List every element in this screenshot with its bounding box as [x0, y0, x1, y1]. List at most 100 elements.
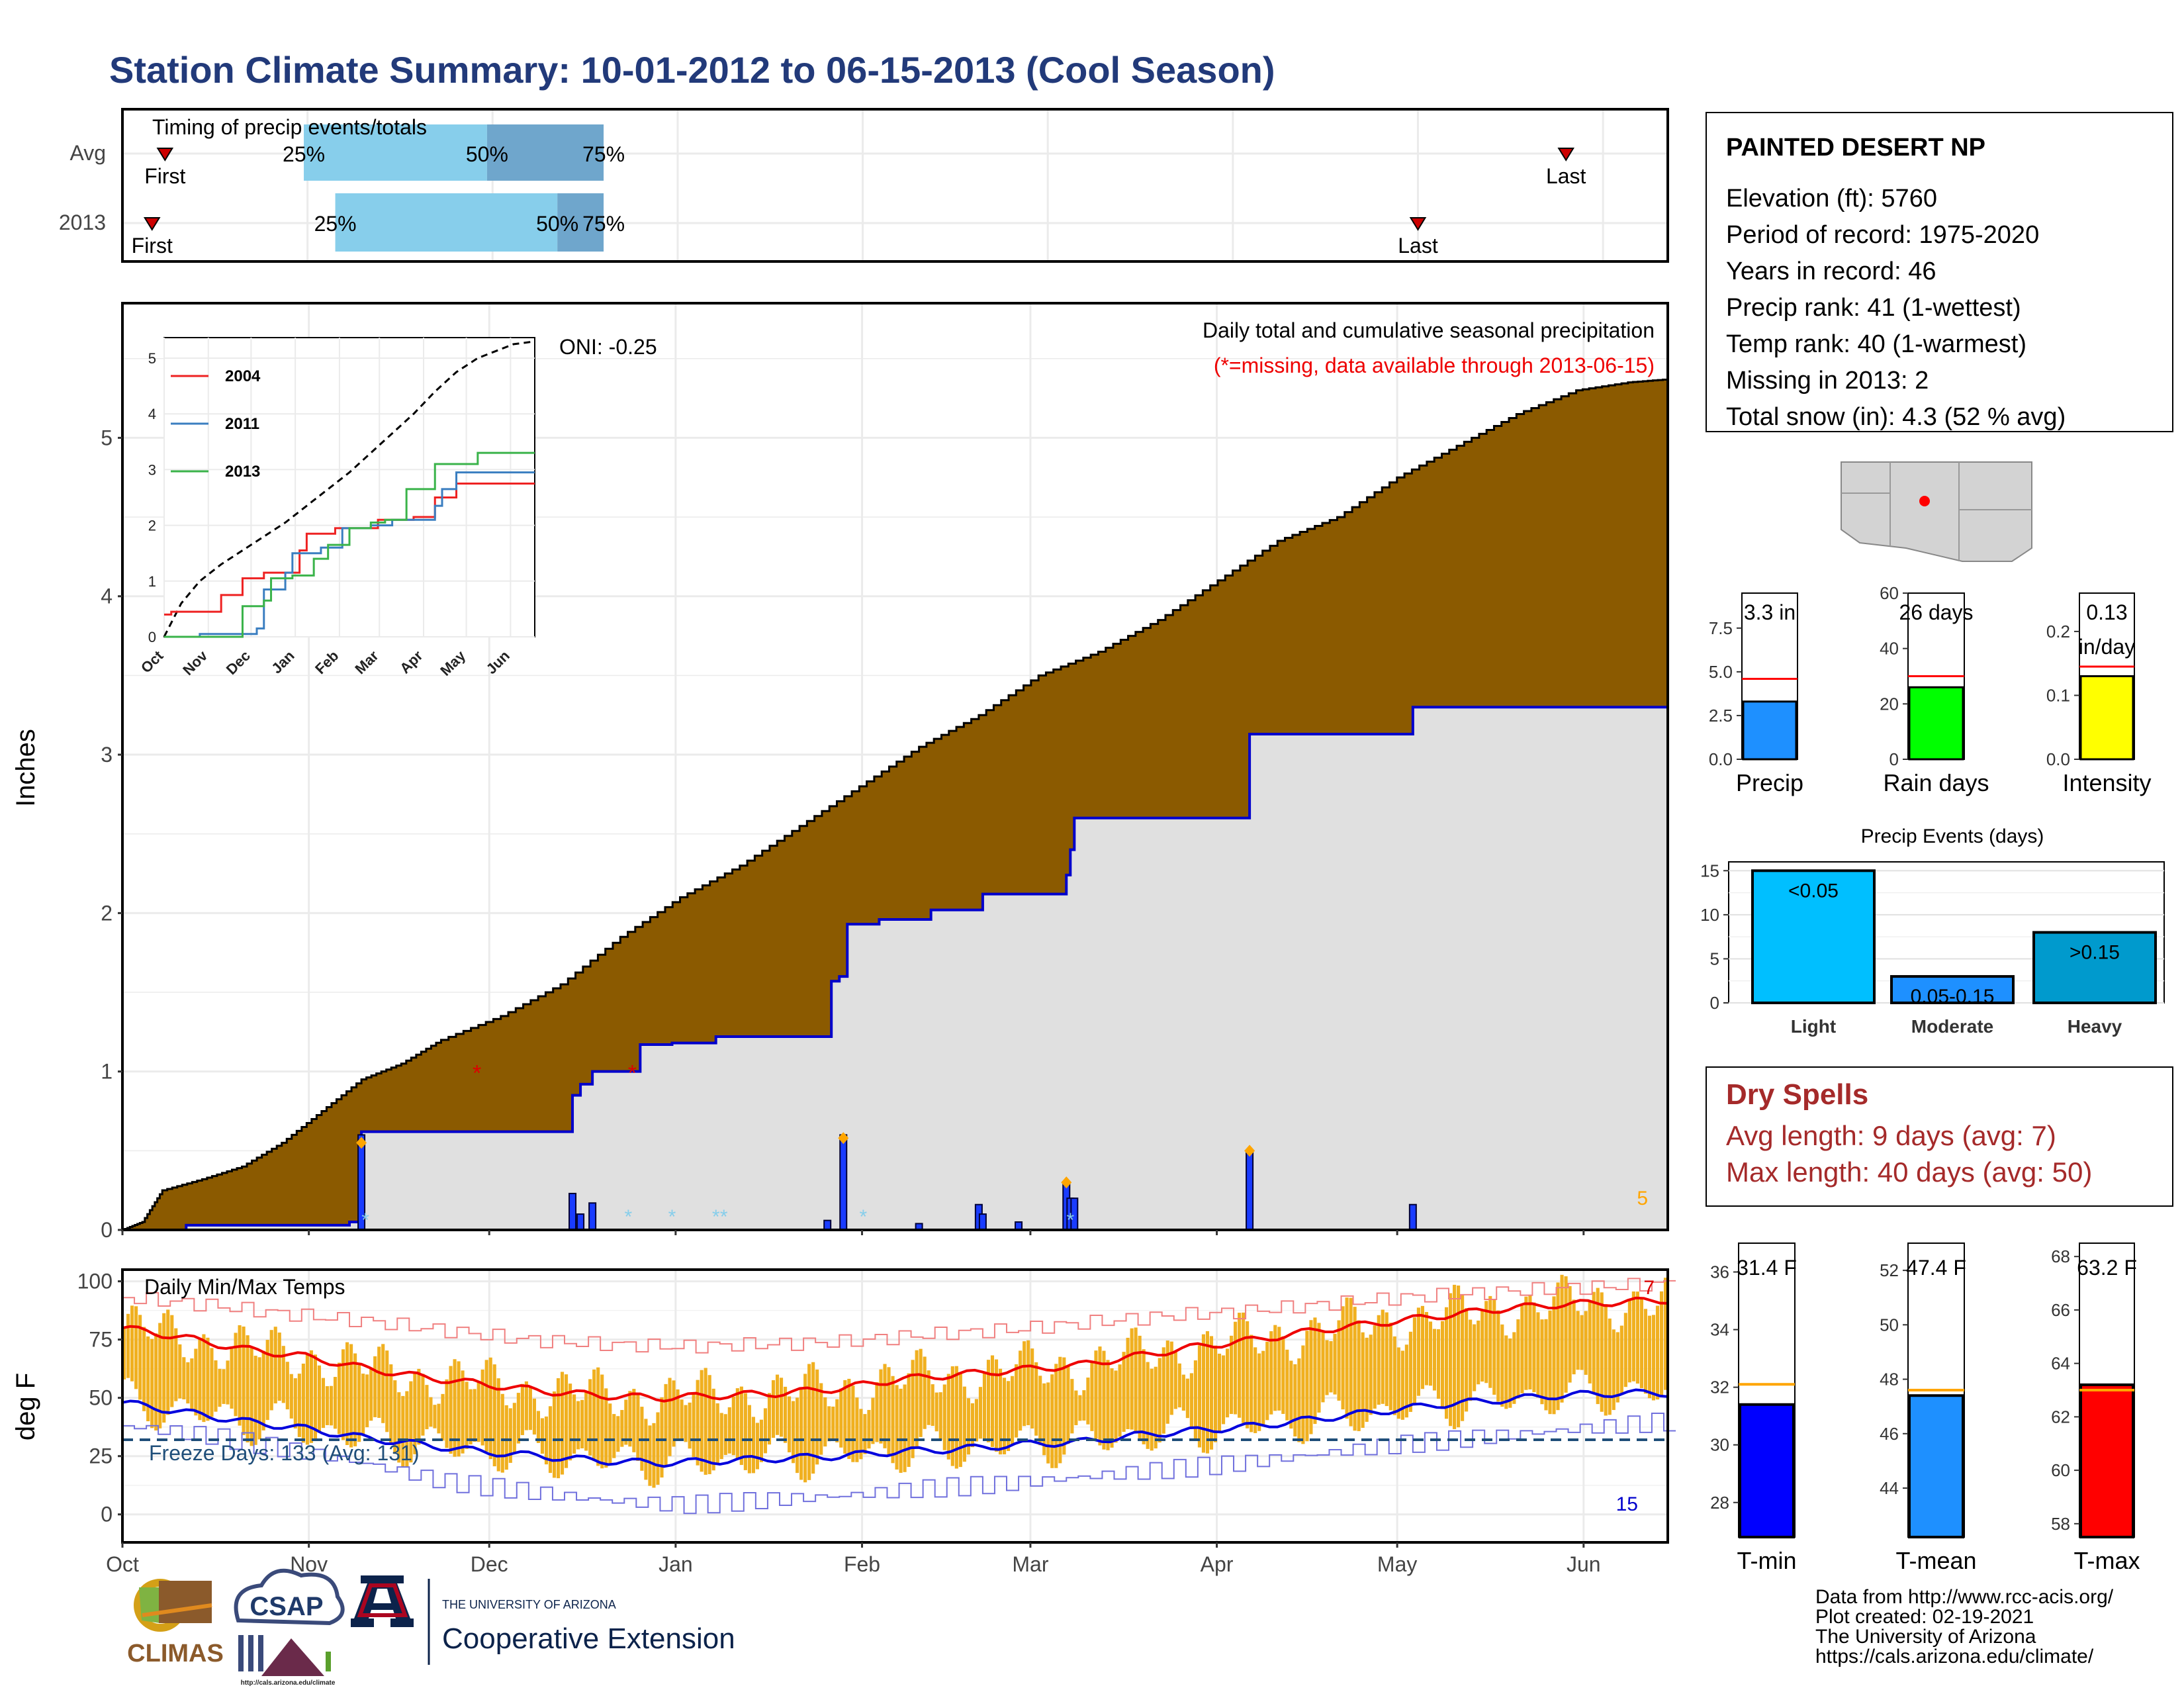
timing-first-marker [143, 217, 161, 231]
daily-precip-bar [588, 1202, 597, 1231]
month-label: Jun [1567, 1552, 1601, 1576]
daily-temp-bar [696, 1380, 700, 1466]
daily-temp-bar [1572, 1299, 1576, 1375]
daily-temp-bar [421, 1374, 425, 1436]
daily-temp-bar [644, 1419, 648, 1480]
daily-temp-bar [1297, 1358, 1301, 1442]
daily-temp-bar [1436, 1329, 1441, 1399]
freeze-days-label: Freeze Days: 133 (Avg: 131) [149, 1441, 420, 1465]
record-max-line [122, 1278, 1676, 1354]
daily-temp-bar [1651, 1315, 1656, 1401]
daily-temp-bar [950, 1366, 954, 1466]
daily-temp-bar [1461, 1294, 1465, 1421]
daily-temp-bar [345, 1342, 349, 1445]
ua-cooperative-extension: Cooperative Extension [442, 1622, 735, 1655]
daily-temp-bar [700, 1370, 704, 1472]
daily-temp-bar [512, 1403, 516, 1454]
daily-temp-bar [711, 1388, 715, 1471]
daily-temp-bar [1568, 1286, 1572, 1383]
daily-temp-bar [1257, 1353, 1261, 1431]
daily-temp-bar [289, 1374, 293, 1419]
daily-temp-bar [238, 1325, 242, 1426]
daily-temp-bar [1250, 1335, 1253, 1432]
daily-temp-bar [1002, 1378, 1007, 1455]
daily-temp-bar [317, 1365, 321, 1433]
events-ytick-label: 0 [1710, 993, 1719, 1013]
daily-temp-bar [1404, 1344, 1408, 1418]
daily-temp-bar [1388, 1323, 1392, 1411]
temp-summary-ytick-label: 68 [2051, 1246, 2070, 1266]
footer-url: https://cals.arizona.edu/climate/ [1815, 1646, 2094, 1667]
mini-chart-value-label: 26 days [1899, 600, 1973, 624]
daily-temp-bar [576, 1401, 580, 1450]
daily-temp-bar [441, 1393, 445, 1441]
daily-temp-bar [1440, 1321, 1445, 1409]
temperature-bar-charts: 28 30 32 34 36 31.4 F T-min 44 46 48 50 52 47.4 F T-m… [1710, 1243, 2140, 1574]
temp-summary-category-label: T-max [2073, 1547, 2140, 1574]
daily-temp-bar [1623, 1313, 1627, 1387]
temp-summary-ytick-label: 50 [1880, 1315, 1899, 1335]
daily-temp-bar [1213, 1345, 1218, 1442]
dry-spells-max: Max length: 40 days (avg: 50) [1726, 1156, 2092, 1188]
daily-temp-bar [425, 1385, 429, 1430]
daily-temp-bar [1361, 1332, 1365, 1428]
daily-temp-bar [883, 1364, 887, 1448]
daily-temp-bar [1548, 1310, 1552, 1415]
daily-temp-bar [688, 1402, 692, 1449]
temp-summary-ytick-label: 44 [1880, 1478, 1899, 1498]
daily-temp-bar [723, 1414, 727, 1455]
inset-ytick-label: 4 [148, 406, 156, 422]
daily-temp-bar [803, 1374, 807, 1483]
daily-temp-bar [1293, 1364, 1297, 1437]
daily-temp-bar [735, 1388, 739, 1460]
daily-temp-bar [1345, 1297, 1349, 1419]
timing-bar-dark [557, 193, 604, 252]
daily-temp-bar [788, 1396, 792, 1453]
daily-temp-bar [843, 1380, 847, 1454]
daily-temp-bar [660, 1397, 664, 1477]
station-temp-rank: Temp rank: 40 (1-warmest) [1726, 330, 2026, 358]
daily-temp-bar [548, 1406, 553, 1474]
daily-temp-bar [1424, 1311, 1429, 1385]
daily-temp-bar [1086, 1378, 1090, 1425]
daily-temp-bar [1173, 1350, 1177, 1409]
daily-max-point [356, 1137, 367, 1149]
timing-bar-light [304, 124, 487, 181]
daily-temp-bar [138, 1315, 142, 1400]
daily-temp-bar [1070, 1379, 1074, 1434]
temp-ytick-label: 50 [89, 1386, 113, 1410]
temp-ytick-label: 75 [89, 1328, 113, 1352]
daily-precip-bar [823, 1219, 832, 1231]
daily-temp-bar [453, 1359, 457, 1457]
daily-temp-bar [261, 1350, 265, 1430]
inset-avg-dashed-line [163, 340, 535, 637]
temp-summary-ytick-label: 32 [1710, 1378, 1729, 1397]
daily-temp-bar [1341, 1306, 1345, 1410]
daily-temp-bar [1189, 1373, 1193, 1429]
timing-pct-label: 50% [466, 142, 508, 166]
mini-chart-bar [1742, 700, 1797, 761]
daily-temp-bar [210, 1348, 214, 1417]
daily-temp-bar [1420, 1305, 1424, 1389]
daily-temp-bar [524, 1381, 528, 1430]
timing-pct-label: 50% [536, 212, 578, 236]
daily-temp-bar [584, 1391, 588, 1451]
daily-temp-bar [1488, 1295, 1492, 1388]
daily-temp-bar [361, 1374, 365, 1435]
events-title: Precip Events (days) [1861, 825, 2044, 847]
precip-missing-note: (*=missing, data available through 2013-… [1214, 353, 1655, 377]
timing-last-marker [1557, 148, 1574, 162]
page-title: Station Climate Summary: 10-01-2012 to 0… [109, 49, 1275, 91]
daily-temp-bar [1130, 1328, 1134, 1430]
daily-temp-bar [1015, 1364, 1019, 1438]
daily-temp-bar [1078, 1395, 1082, 1421]
month-label: Dec [471, 1552, 508, 1576]
ua-small-text: THE UNIVERSITY OF ARIZONA [442, 1598, 616, 1611]
daily-temp-bar [1385, 1312, 1388, 1407]
events-ytick-label: 10 [1700, 905, 1719, 925]
events-category-label: Moderate [1911, 1016, 1993, 1037]
events-bar [1890, 975, 2015, 1004]
timing-label: Timing of precip events/totals [152, 115, 427, 139]
dry-spells-title: Dry Spells [1726, 1078, 1868, 1111]
